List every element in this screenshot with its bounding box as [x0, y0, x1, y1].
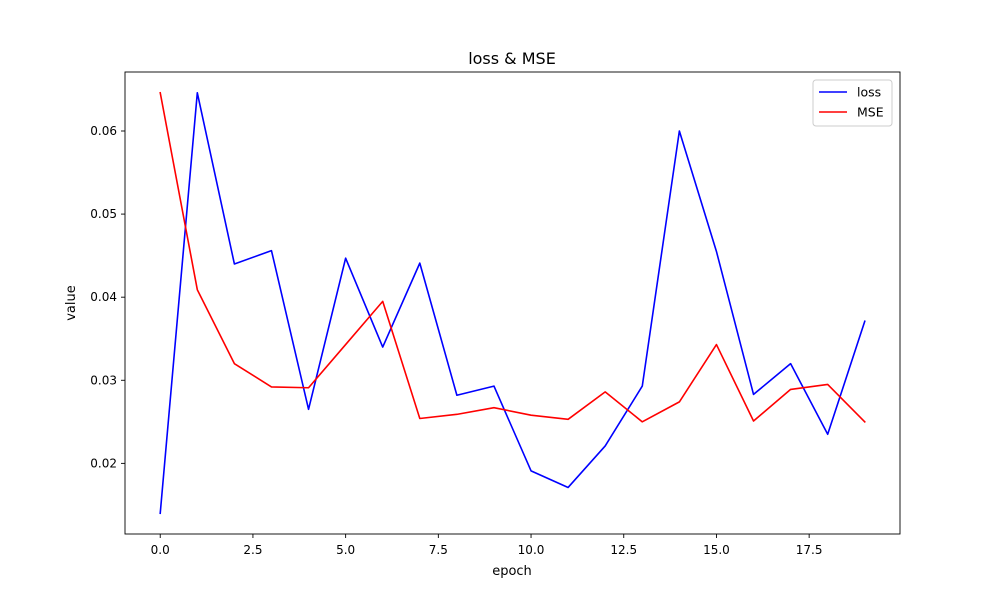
y-tick-label: 0.06	[90, 124, 117, 138]
series-line-loss	[159, 91, 866, 515]
plot-area: 0.0 2.5 5.0 7.5 10.0 12.5 15.0 17.5 0.02 0.03 0.04…	[90, 71, 901, 557]
x-tick-label: 17.5	[796, 543, 823, 557]
y-axis-label: value	[64, 285, 79, 321]
chart-title: loss & MSE	[468, 49, 556, 68]
x-tick-label: 15.0	[703, 543, 730, 557]
series-line-mse	[159, 91, 866, 423]
y-tick-label: 0.03	[90, 373, 117, 387]
plot-frame	[124, 71, 901, 535]
y-tick-label: 0.02	[90, 456, 117, 470]
x-axis-label: epoch	[492, 564, 532, 579]
legend: loss MSE	[812, 79, 893, 127]
x-tick-label: 12.5	[610, 543, 637, 557]
x-tick-label: 10.0	[518, 543, 545, 557]
x-tick-label: 5.0	[336, 543, 355, 557]
legend-label-loss: loss	[857, 85, 881, 100]
y-tick-label: 0.05	[90, 207, 117, 221]
y-tick-label: 0.04	[90, 290, 117, 304]
x-tick-label: 7.5	[429, 543, 448, 557]
x-tick-label: 2.5	[243, 543, 262, 557]
x-tick-label: 0.0	[151, 543, 170, 557]
legend-label-mse: MSE	[857, 105, 884, 120]
